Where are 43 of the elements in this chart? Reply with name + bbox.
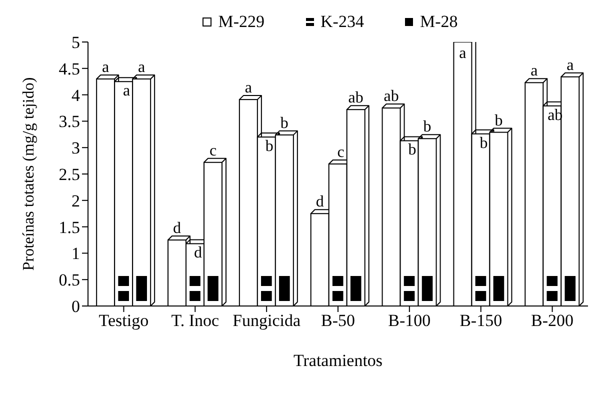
data-label: b (494, 112, 503, 130)
data-label: a (123, 82, 130, 100)
x-tick-label: B-200 (531, 311, 574, 330)
x-tick-label: T. Inoc (171, 311, 220, 330)
x-tick-label: B-100 (388, 311, 431, 330)
data-label: a (244, 80, 252, 97)
data-label: b (480, 134, 488, 152)
data-label: c (209, 142, 217, 160)
y-tick-label: 4 (72, 86, 80, 105)
y-tick-label: 0.5 (58, 270, 80, 290)
x-tick-label: B-50 (321, 311, 355, 330)
data-label: d (316, 194, 324, 211)
y-tick-label: 3 (72, 138, 80, 158)
legend-label: M-229 (217, 12, 265, 32)
x-tick-label: Testigo (98, 311, 149, 330)
data-label: a (566, 56, 574, 74)
x-axis-title: Tratamientos (293, 351, 383, 370)
x-tick-label: Fungicida (232, 311, 302, 330)
x-tick-label: B-150 (460, 311, 502, 330)
y-tick-label: 4.5 (58, 59, 80, 78)
data-label: b (280, 114, 288, 132)
data-label: b (265, 138, 274, 156)
data-label: ab (348, 90, 364, 107)
data-label: ab (384, 88, 399, 105)
data-label: d (194, 244, 202, 262)
data-label: a (459, 45, 466, 62)
legend-label: K-234 (320, 12, 364, 32)
legend-label: M-28 (418, 12, 458, 32)
data-label: a (138, 58, 146, 76)
y-tick-label: 2 (72, 191, 80, 210)
y-axis-title: Proteínas totates (mg/g tejido) (20, 77, 38, 271)
data-label: b (423, 118, 432, 136)
data-label: d (173, 220, 181, 237)
y-tick-label: 5 (72, 33, 80, 52)
data-label: c (337, 144, 344, 161)
y-tick-label: 3.5 (58, 112, 80, 132)
y-tick-label: 0 (72, 297, 80, 316)
data-label: a (530, 62, 538, 80)
y-tick-label: 1.5 (58, 218, 80, 237)
data-label: a (102, 58, 110, 76)
y-tick-label: 1 (72, 244, 80, 264)
data-label: b (408, 142, 416, 159)
y-tick-label: 2.5 (58, 165, 80, 184)
